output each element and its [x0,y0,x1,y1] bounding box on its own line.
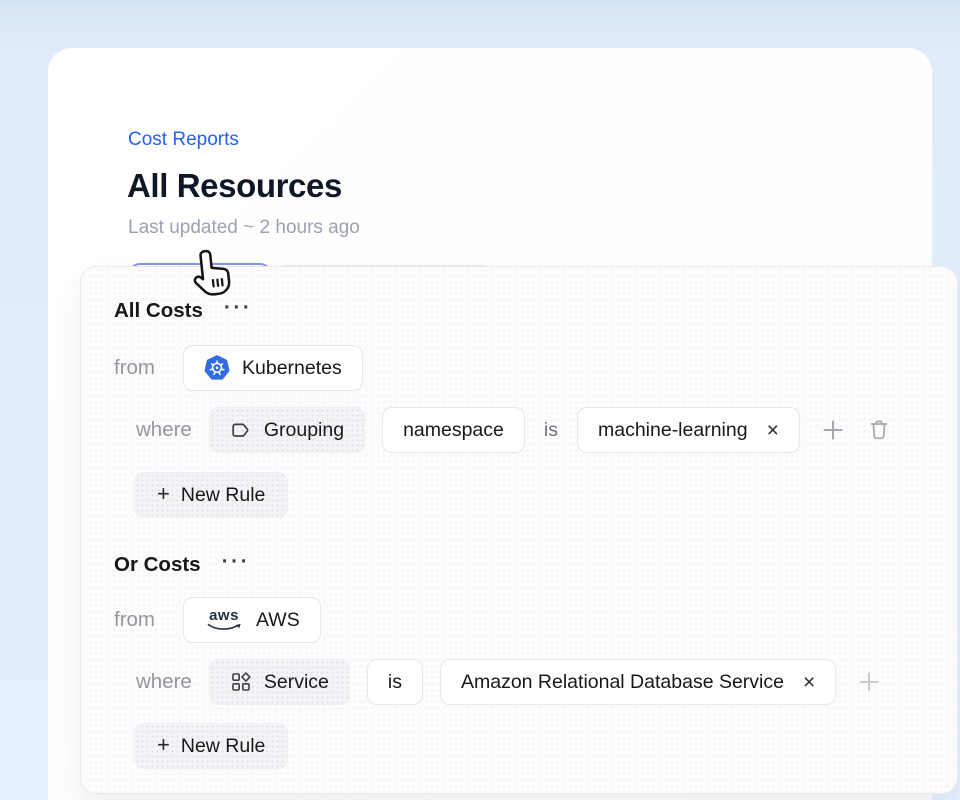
kubernetes-icon [204,355,230,381]
page-title: All Resources [127,167,342,204]
aws-icon: aws [204,608,244,632]
close-icon[interactable]: × [766,418,779,442]
add-condition-icon[interactable] [819,416,847,444]
new-rule-button[interactable]: + New Rule [134,472,289,518]
filter-category-label: Service [263,670,329,693]
filter-key-label: namespace [403,418,504,441]
filter-category-chip[interactable]: Grouping [208,407,366,453]
plus-icon: + [157,481,170,506]
from-label: from [114,356,155,379]
filter-value-chip[interactable]: Amazon Relational Database Service × [439,659,837,705]
add-condition-icon[interactable] [855,668,883,696]
filters-panel: All Costs ··· from Kubernetes where [80,266,958,794]
where-label: where [136,418,192,441]
provider-chip-aws[interactable]: aws AWS [183,597,321,643]
more-options-icon[interactable]: ··· [223,296,253,319]
filter-value-label: Amazon Relational Database Service [460,670,784,693]
operator-text: is [543,418,558,441]
tag-icon [230,419,252,441]
filter-category-chip[interactable]: Service [208,659,350,705]
new-rule-label: New Rule [180,483,266,506]
provider-chip-kubernetes[interactable]: Kubernetes [183,345,363,391]
close-icon[interactable]: × [802,670,816,694]
cost-group-header: All Costs ··· [114,296,253,323]
operator-label: is [387,670,402,693]
from-row: from aws AWS [114,597,321,643]
cost-group-header: Or Costs ··· [114,550,251,577]
group-title-text: All Costs [114,299,203,322]
plus-icon: + [157,732,170,757]
grid-icon [230,671,252,693]
group-title-text: Or Costs [114,553,201,576]
where-row: where Service is Amazon Relational Datab… [136,659,883,705]
operator-chip[interactable]: is [366,659,423,705]
cost-reports-link[interactable]: Cost Reports [128,129,239,150]
filter-value-label: machine-learning [597,418,748,441]
new-rule-button[interactable]: + New Rule [134,723,289,769]
provider-chip-label: Kubernetes [242,356,342,379]
where-label: where [136,670,192,693]
filter-category-label: Grouping [263,418,345,441]
new-rule-label: New Rule [180,734,266,757]
filter-value-chip[interactable]: machine-learning × [576,407,800,453]
last-updated-text: Last updated ~ 2 hours ago [128,217,360,238]
provider-chip-label: AWS [256,608,300,631]
trash-icon[interactable] [865,416,893,444]
filter-key-chip[interactable]: namespace [382,407,525,453]
more-options-icon[interactable]: ··· [221,550,251,573]
from-label: from [114,608,155,631]
where-row: where Grouping namespace is machine-lear… [136,407,893,453]
from-row: from Kubernetes [114,345,363,391]
